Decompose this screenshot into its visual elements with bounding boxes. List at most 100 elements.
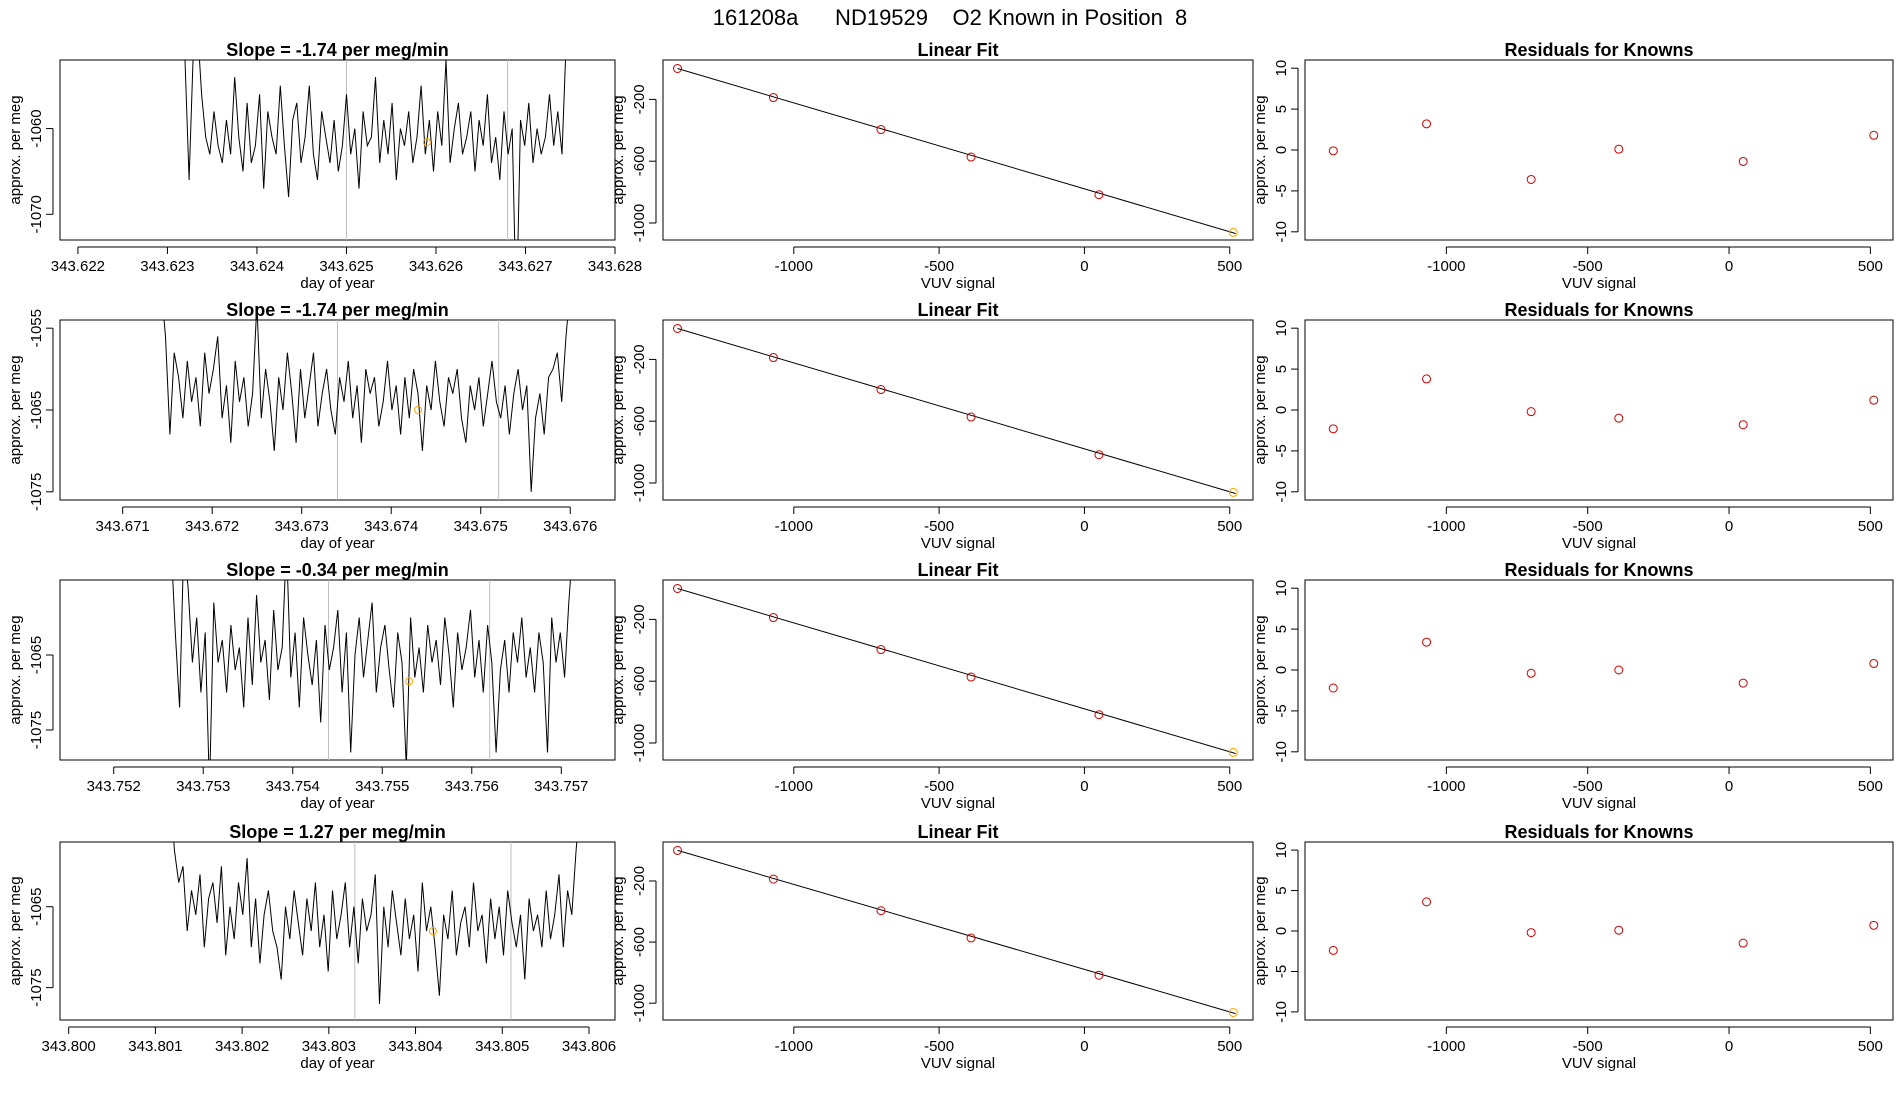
x-tick-label: 343.806 <box>562 1038 616 1055</box>
chart-title: Slope = -0.34 per meg/min <box>226 560 449 580</box>
x-tick-label: 343.804 <box>388 1038 442 1055</box>
mean-point-marker <box>405 677 414 686</box>
standard-point <box>876 906 886 916</box>
x-tick-label: 0 <box>1725 518 1733 535</box>
y-tick-label: -1075 <box>28 968 45 1006</box>
y-tick-label: -200 <box>631 604 648 634</box>
x-tick-label: 343.624 <box>230 258 284 275</box>
charts-grid: Slope = -1.74 per meg/min 343.622 343.623 3… <box>7 40 1894 1072</box>
x-tick-label: 343.752 <box>87 778 141 795</box>
chart-panel-fit: Linear Fit -1000 -500 0 500 VUV signal -200 -60… <box>610 300 1254 552</box>
x-tick-label: 0 <box>1725 778 1733 795</box>
x-tick-label: 343.626 <box>409 258 463 275</box>
chart-title: Linear Fit <box>917 822 998 842</box>
signal-line <box>173 842 578 1004</box>
known-point-marker <box>1228 227 1238 237</box>
y-tick-label: 0 <box>1273 146 1290 154</box>
y-tick-label: 10 <box>1273 580 1290 597</box>
y-tick-label: -1065 <box>28 888 45 926</box>
y-axis-label: approx. per meg <box>7 355 24 464</box>
x-axis-label: VUV signal <box>921 1055 995 1072</box>
x-tick-label: 343.672 <box>185 518 239 535</box>
mean-point-marker <box>423 138 432 147</box>
x-tick-label: 0 <box>1080 778 1088 795</box>
x-tick-label: 343.754 <box>266 778 320 795</box>
y-tick-label: 10 <box>1273 320 1290 337</box>
known-point-marker <box>1228 747 1238 757</box>
chart-title: Slope = -1.74 per meg/min <box>226 300 449 320</box>
x-tick-label: -1000 <box>1427 258 1465 275</box>
x-tick-label: 343.753 <box>176 778 230 795</box>
x-tick-label: 343.755 <box>355 778 409 795</box>
x-tick-label: 500 <box>1858 778 1883 795</box>
plot-area <box>673 845 1238 1018</box>
x-tick-label: 0 <box>1725 1038 1733 1055</box>
fit-line <box>677 849 1236 1015</box>
standard-point <box>768 353 778 363</box>
x-tick-label: 343.627 <box>498 258 552 275</box>
x-tick-label: -500 <box>1573 778 1603 795</box>
residual-point <box>1869 395 1879 405</box>
residual-point <box>1869 920 1879 930</box>
x-tick-label: 343.671 <box>96 518 150 535</box>
y-tick-label: -5 <box>1273 184 1290 197</box>
chart-panel-residuals: Residuals for Knowns -1000 -500 0 500 VUV sig… <box>1252 300 1894 552</box>
plot-area <box>1328 119 1879 184</box>
x-tick-label: 343.675 <box>454 518 508 535</box>
residual-point <box>1738 156 1748 166</box>
x-tick-label: 343.801 <box>128 1038 182 1055</box>
y-tick-label: -1060 <box>28 109 45 147</box>
x-tick-label: -1000 <box>1427 518 1465 535</box>
known-point-marker <box>1228 1008 1238 1018</box>
signal-line <box>184 60 566 240</box>
x-axis-label: day of year <box>300 535 374 552</box>
x-tick-label: 343.803 <box>302 1038 356 1055</box>
residual-point <box>1422 374 1432 384</box>
y-tick-label: 5 <box>1273 886 1290 894</box>
chart-panel-trace: Slope = -0.34 per meg/min 343.752 343.753 3… <box>7 560 616 812</box>
x-axis-label: VUV signal <box>921 795 995 812</box>
y-axis-label: approx. per meg <box>1252 95 1269 204</box>
signal-line <box>172 580 571 760</box>
x-tick-label: 343.756 <box>445 778 499 795</box>
chart-title: Residuals for Knowns <box>1504 560 1693 580</box>
y-tick-label: -1000 <box>631 204 648 242</box>
standard-point <box>673 583 683 593</box>
residual-point <box>1738 678 1748 688</box>
x-tick-label: 0 <box>1080 258 1088 275</box>
y-tick-label: 0 <box>1273 666 1290 674</box>
residual-point <box>1614 665 1624 675</box>
chart-panel-residuals: Residuals for Knowns -1000 -500 0 500 VUV sig… <box>1252 40 1894 292</box>
residual-point <box>1328 945 1338 955</box>
y-axis-label: approx. per meg <box>7 95 24 204</box>
residual-point <box>1614 413 1624 423</box>
x-tick-label: 500 <box>1217 778 1242 795</box>
y-axis-label: approx. per meg <box>7 876 24 985</box>
x-tick-label: 343.623 <box>140 258 194 275</box>
y-tick-label: -1000 <box>631 724 648 762</box>
standard-point <box>673 845 683 855</box>
residual-point <box>1869 130 1879 140</box>
standard-point <box>673 323 683 333</box>
chart-panel-residuals: Residuals for Knowns -1000 -500 0 500 VUV sig… <box>1252 560 1894 812</box>
y-tick-label: -10 <box>1273 1001 1290 1023</box>
chart-panel-fit: Linear Fit -1000 -500 0 500 VUV signal -200 -60… <box>610 822 1254 1072</box>
standard-point <box>1094 450 1104 460</box>
standard-point <box>1094 190 1104 200</box>
plot-frame <box>59 579 616 761</box>
y-axis-label: approx. per meg <box>610 615 627 724</box>
plot-frame <box>1304 579 1894 761</box>
plot-area <box>673 323 1238 497</box>
x-tick-label: -500 <box>924 778 954 795</box>
y-tick-label: -1000 <box>631 464 648 502</box>
y-tick-label: -200 <box>631 344 648 374</box>
x-tick-label: 343.628 <box>588 258 642 275</box>
y-tick-label: -10 <box>1273 221 1290 243</box>
y-tick-label: -10 <box>1273 741 1290 763</box>
y-tick-label: -600 <box>631 146 648 176</box>
plot-area <box>1328 374 1879 434</box>
residual-point <box>1328 146 1338 156</box>
x-tick-label: 343.674 <box>364 518 418 535</box>
y-axis-label: approx. per meg <box>1252 355 1269 464</box>
plot-frame <box>59 59 616 241</box>
